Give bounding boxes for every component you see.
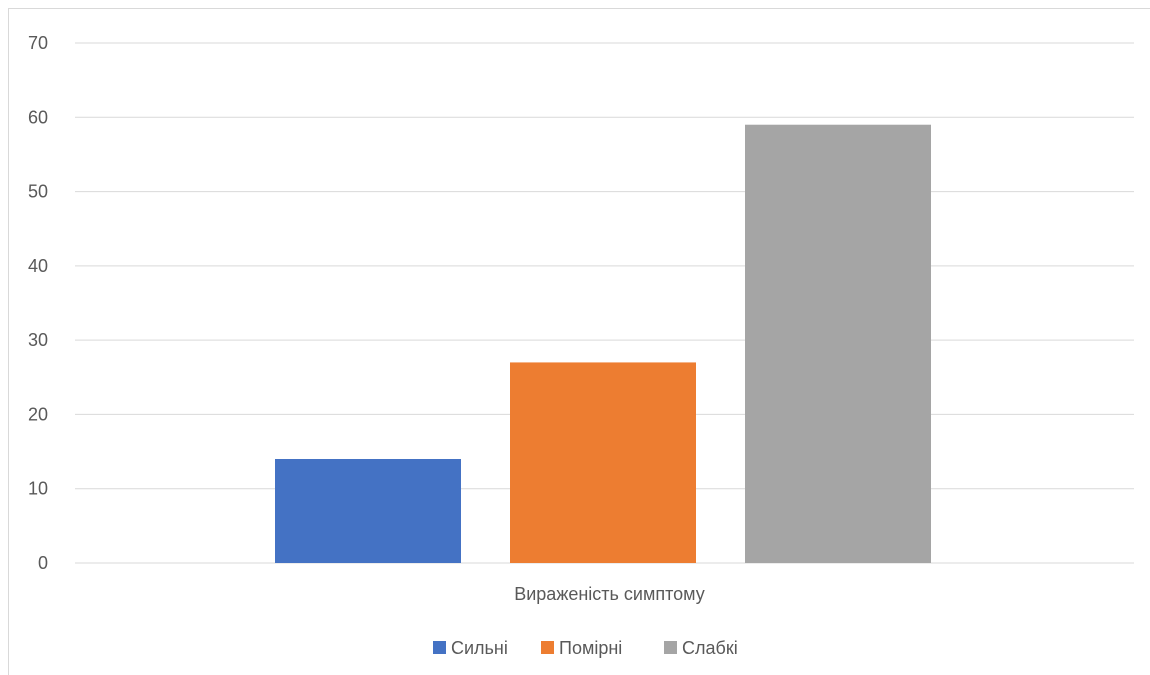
legend-swatch-3	[664, 641, 677, 654]
y-tick-label-30: 30	[28, 330, 48, 350]
legend-swatch-2	[541, 641, 554, 654]
legend-label-1: Сильні	[451, 638, 508, 658]
legend: Сильні Помірні Слабкі	[433, 638, 738, 658]
category-label: Вираженість симптому	[514, 584, 705, 604]
bar-2	[510, 362, 696, 563]
legend-label-2: Помірні	[559, 638, 622, 658]
legend-swatch-1	[433, 641, 446, 654]
y-tick-label-10: 10	[28, 479, 48, 499]
y-tick-label-50: 50	[28, 182, 48, 202]
chart-frame	[8, 8, 1150, 675]
bar-1	[275, 459, 461, 563]
x-axis: Вираженість симптому	[514, 584, 705, 604]
bar-3	[745, 124, 931, 563]
legend-item-3: Слабкі	[664, 638, 738, 658]
y-tick-label-70: 70	[28, 33, 48, 53]
y-tick-label-20: 20	[28, 404, 48, 424]
legend-item-2: Помірні	[541, 638, 622, 658]
legend-item-1: Сильні	[433, 638, 508, 658]
legend-label-3: Слабкі	[682, 638, 738, 658]
y-axis-ticks: 0 10 20 30 40 50 60 70	[28, 33, 48, 573]
y-tick-label-0: 0	[38, 553, 48, 573]
y-tick-label-40: 40	[28, 256, 48, 276]
y-tick-label-60: 60	[28, 107, 48, 127]
bars	[275, 124, 931, 563]
